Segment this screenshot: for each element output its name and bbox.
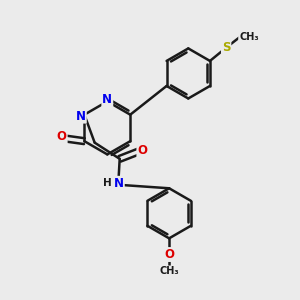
Text: CH₃: CH₃ [239, 32, 259, 42]
Text: CH₃: CH₃ [159, 266, 179, 276]
Text: N: N [102, 93, 112, 106]
Text: O: O [164, 248, 174, 261]
Text: O: O [137, 144, 147, 157]
Text: H: H [103, 178, 111, 188]
Text: N: N [76, 110, 86, 123]
Text: N: N [114, 177, 124, 190]
Text: S: S [222, 41, 230, 54]
Text: O: O [57, 130, 67, 143]
